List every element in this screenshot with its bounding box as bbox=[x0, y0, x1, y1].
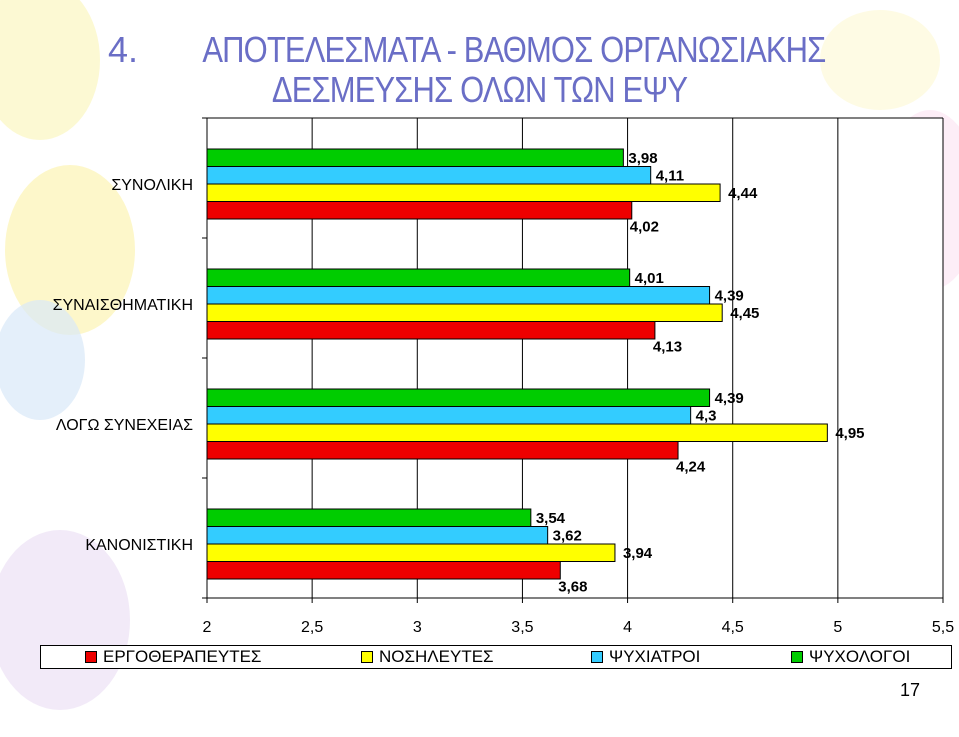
data-label: 4,95 bbox=[835, 425, 864, 442]
data-label: 3,98 bbox=[628, 150, 657, 167]
x-tick-label: 5 bbox=[833, 619, 842, 636]
data-label: 4,13 bbox=[653, 339, 682, 356]
data-label: 3,62 bbox=[553, 528, 582, 545]
category-label: ΣΥΝΑΙΣΘΗΜΑΤΙΚΗ bbox=[53, 297, 193, 314]
legend-label: ΨΥΧΟΛΟΓΟΙ bbox=[809, 647, 911, 666]
legend-swatch-green bbox=[791, 651, 803, 663]
legend-item-ergotherapeutes: ΕΡΓΟΘΕΡΑΠΕΥΤΕΣ bbox=[85, 647, 261, 667]
category-label: ΛΟΓΩ ΣΥΝΕΧΕΙΑΣ bbox=[56, 417, 193, 434]
legend-item-psychologoi: ΨΥΧΟΛΟΓΟΙ bbox=[791, 647, 910, 667]
legend-label: ΨΥΧΙΑΤΡΟΙ bbox=[609, 647, 701, 666]
data-label: 4,24 bbox=[676, 459, 706, 476]
data-label: 4,45 bbox=[730, 305, 759, 322]
bar bbox=[206, 508, 532, 527]
chart-legend: ΕΡΓΟΘΕΡΑΠΕΥΤΕΣ ΝΟΣΗΛΕΥΤΕΣ ΨΥΧΙΑΤΡΟΙ ΨΥΧΟ… bbox=[40, 645, 952, 669]
legend-item-nosileutes: ΝΟΣΗΛΕΥΤΕΣ bbox=[361, 647, 494, 667]
x-tick-label: 2 bbox=[203, 619, 212, 636]
bar bbox=[206, 543, 616, 562]
bar bbox=[206, 441, 679, 460]
bar bbox=[206, 201, 633, 220]
data-label: 3,94 bbox=[623, 545, 653, 562]
data-label: 4,44 bbox=[728, 185, 758, 202]
data-label: 3,54 bbox=[536, 510, 566, 527]
data-label: 4,01 bbox=[635, 270, 664, 287]
x-tick-label: 3 bbox=[413, 619, 422, 636]
bar bbox=[206, 183, 721, 202]
legend-item-psychiatroi: ΨΥΧΙΑΤΡΟΙ bbox=[591, 647, 700, 667]
legend-swatch-yellow bbox=[361, 651, 373, 663]
bar bbox=[206, 303, 723, 322]
legend-label: ΝΟΣΗΛΕΥΤΕΣ bbox=[379, 647, 494, 666]
x-tick-label: 4,5 bbox=[722, 619, 744, 636]
bar bbox=[206, 388, 711, 407]
bar bbox=[206, 321, 656, 340]
title-line-2: ΔΕΣΜΕΥΣΗΣ ΟΛΩΝ ΤΩΝ ΕΨΥ bbox=[271, 69, 688, 110]
bar bbox=[206, 268, 631, 287]
legend-label: ΕΡΓΟΘΕΡΑΠΕΥΤΕΣ bbox=[103, 647, 262, 666]
legend-swatch-cyan bbox=[591, 651, 603, 663]
data-label: 4,11 bbox=[656, 168, 684, 185]
page-number: 17 bbox=[900, 680, 921, 700]
bar bbox=[206, 423, 828, 442]
x-tick-label: 5,5 bbox=[932, 619, 954, 636]
x-tick-label: 3,5 bbox=[511, 619, 533, 636]
data-label: 3,68 bbox=[558, 579, 587, 596]
data-label: 4,39 bbox=[715, 288, 744, 305]
data-label: 4,02 bbox=[630, 219, 659, 236]
title-number: 4. bbox=[108, 29, 139, 70]
slide-title: 4. ΑΠΟΤΕΛΕΣΜΑΤΑ - ΒΑΘΜΟΣ ΟΡΓΑΝΩΣΙΑΚΗΣ ΔΕ… bbox=[0, 30, 959, 110]
bar bbox=[206, 561, 561, 580]
category-label: ΚΑΝΟΝΙΣΤΙΚΗ bbox=[85, 537, 193, 554]
x-tick-label: 2,5 bbox=[301, 619, 323, 636]
title-line-1: ΑΠΟΤΕΛΕΣΜΑΤΑ - ΒΑΘΜΟΣ ΟΡΓΑΝΩΣΙΑΚΗΣ bbox=[202, 29, 826, 70]
bar bbox=[206, 526, 549, 545]
category-label: ΣΥΝΟΛΙΚΗ bbox=[111, 177, 193, 194]
bar bbox=[206, 166, 652, 185]
x-tick-label: 4 bbox=[623, 619, 632, 636]
legend-swatch-red bbox=[85, 651, 97, 663]
bar bbox=[206, 286, 711, 305]
data-label: 4,3 bbox=[696, 408, 717, 425]
bar bbox=[206, 148, 624, 167]
data-label: 4,39 bbox=[715, 390, 744, 407]
bar bbox=[206, 406, 692, 425]
